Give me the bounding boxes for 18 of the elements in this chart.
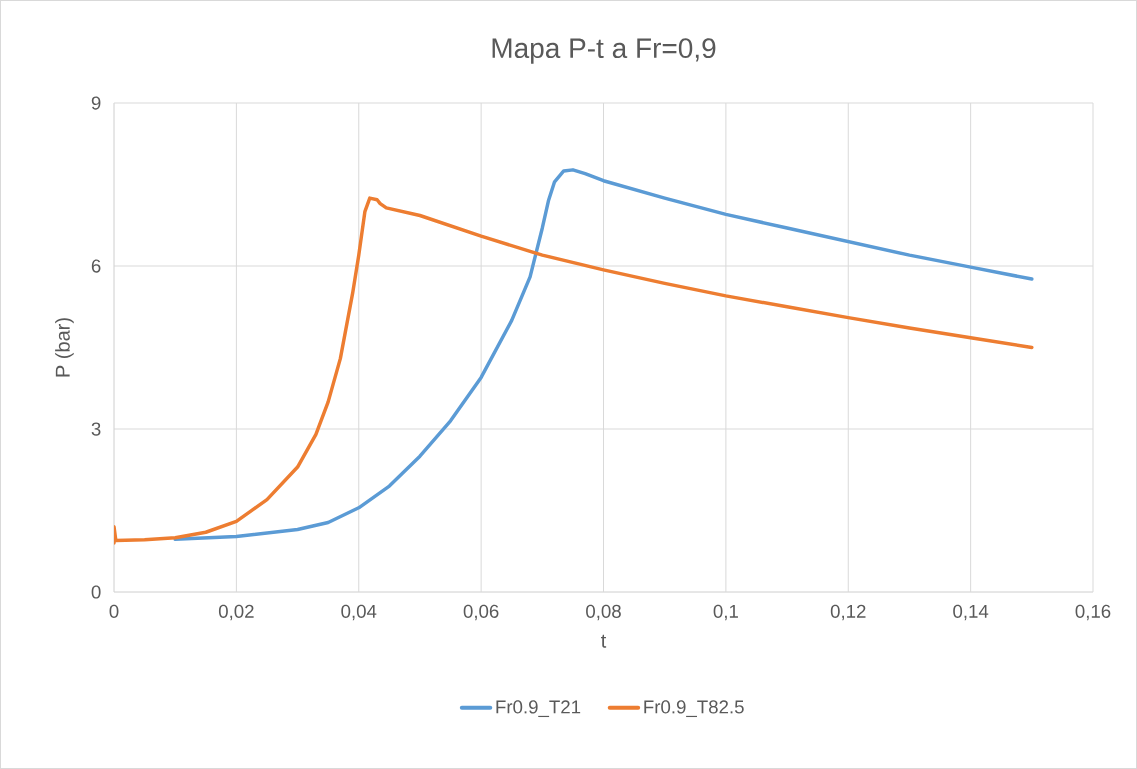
x-tick-label: 0 (109, 604, 119, 618)
x-tick-label: 0,06 (463, 604, 499, 621)
x-tick-label: 0,14 (953, 604, 989, 621)
x-tick-label: 0,16 (1075, 604, 1111, 621)
x-tick-label: 0,08 (586, 604, 621, 621)
x-tick-label: 0,12 (830, 604, 866, 621)
y-tick-label: 6 (91, 259, 101, 273)
y-tick-label: 9 (91, 96, 101, 110)
x-axis-title: t (601, 634, 607, 648)
x-tick-label: 0,1 (713, 604, 738, 621)
legend-label: Fr0.9_T21 (496, 700, 581, 718)
y-tick-label: 0 (91, 585, 101, 599)
x-tick-label: 0,04 (341, 604, 377, 621)
legend-label: Fr0.9_T82.5 (644, 700, 744, 718)
x-tick-label: 0,02 (218, 604, 254, 621)
y-axis-title: P (bar) (55, 318, 74, 377)
chart-title: Mapa P-t a Fr=0,9 (492, 38, 716, 64)
y-tick-label: 3 (91, 422, 101, 436)
